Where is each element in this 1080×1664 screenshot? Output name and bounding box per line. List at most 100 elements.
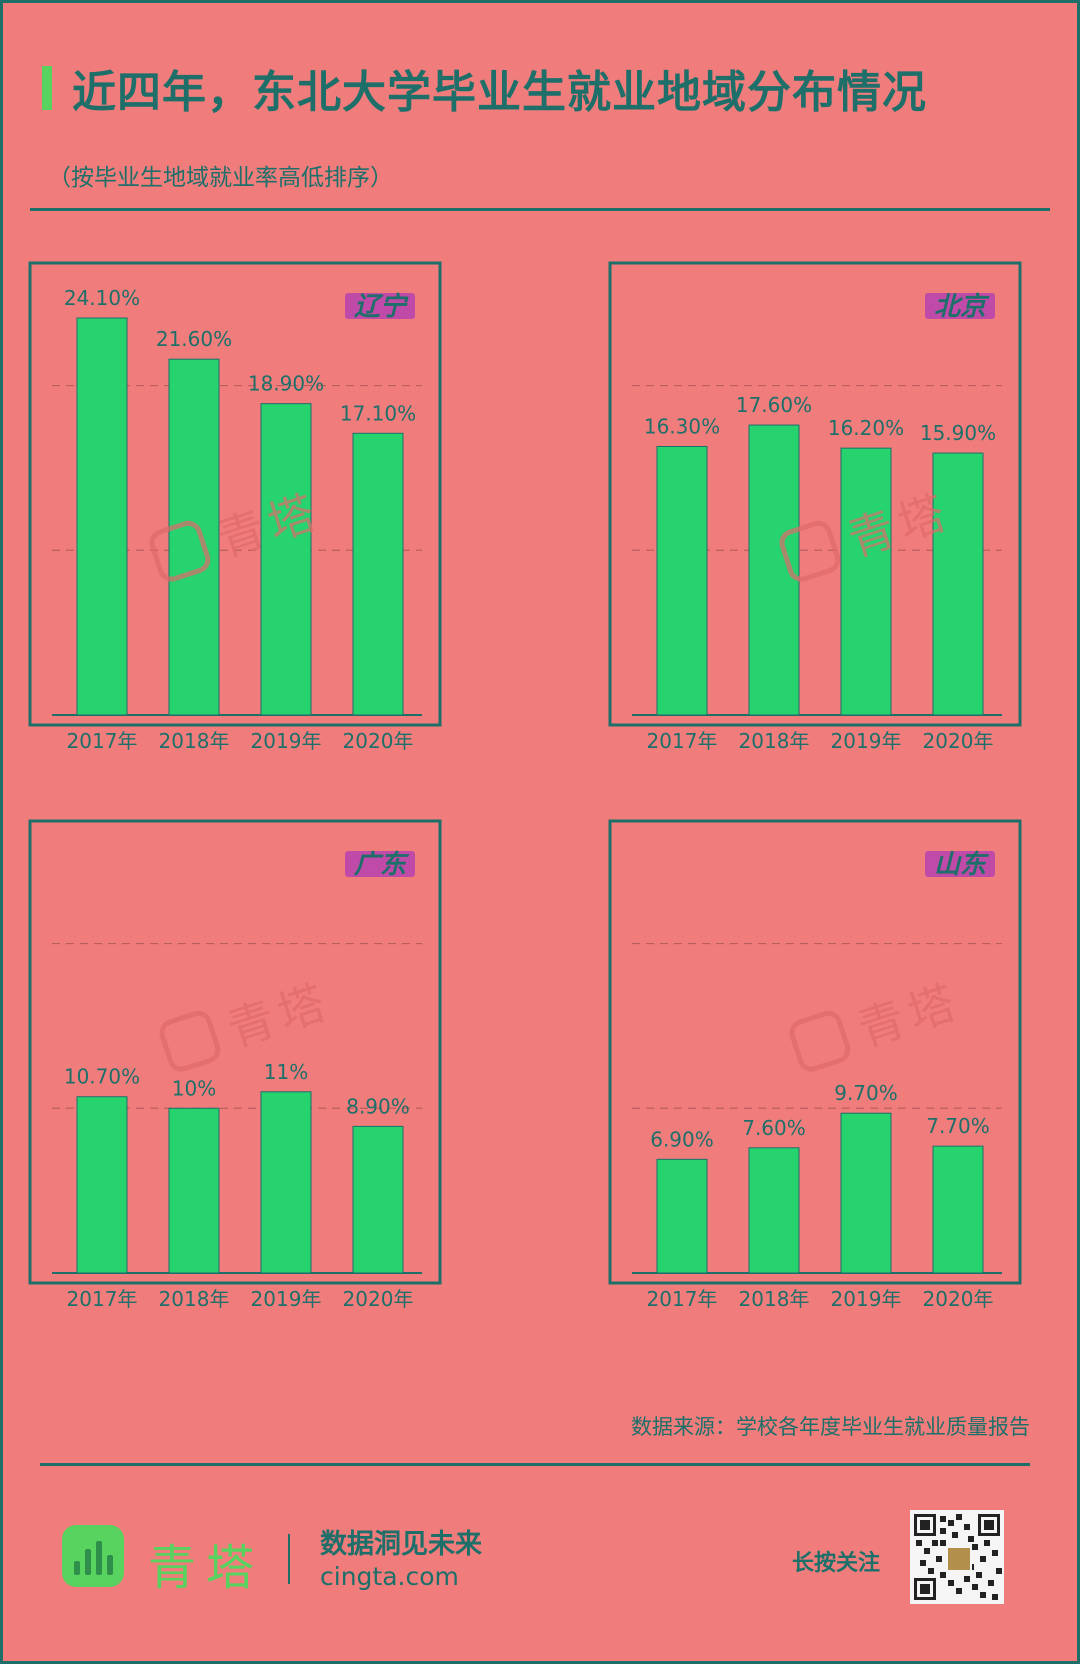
- data-label: 17.10%: [340, 401, 416, 425]
- title-row: 近四年，东北大学毕业生就业地域分布情况: [42, 58, 927, 118]
- chart-svg: 山东 6.90% 2017年 7.60% 2018年 9.70% 2019年 7.70% 202…: [608, 819, 1022, 1311]
- x-tick-label: 2020年: [343, 1287, 414, 1311]
- qr-module: [940, 1516, 946, 1522]
- qr-module: [940, 1528, 946, 1534]
- brand-slogan: 数据洞见未来: [320, 1529, 482, 1560]
- qr-finder-cell: [920, 1520, 930, 1530]
- brand-name: 青塔: [148, 1540, 265, 1596]
- x-tick-label: 2018年: [159, 729, 230, 753]
- bar: [168, 1107, 220, 1274]
- qr-code-icon[interactable]: [910, 1510, 1004, 1604]
- qr-module: [948, 1520, 954, 1526]
- region-tag: 北京: [925, 292, 995, 322]
- region-label: 广东: [354, 850, 410, 880]
- region-tag-bg: [925, 851, 995, 877]
- page-title: 近四年，东北大学毕业生就业地域分布情况: [72, 67, 927, 118]
- qr-module: [920, 1560, 926, 1566]
- chart-beijing: 北京 16.30% 2017年 17.60% 2018年 16.20% 2019年 15.90…: [608, 261, 1080, 793]
- bar: [656, 445, 708, 716]
- chart-svg: 广东 10.70% 2017年 10% 2018年 11% 2019年 8.90% 2020年: [28, 819, 442, 1311]
- qr-module: [956, 1588, 962, 1594]
- data-label: 18.90%: [248, 372, 324, 396]
- qr-module: [924, 1548, 930, 1554]
- qr-module: [988, 1580, 994, 1586]
- panel-border: [28, 819, 442, 1285]
- data-label: 16.30%: [644, 414, 720, 438]
- data-label: 21.60%: [156, 327, 232, 351]
- data-label: 8.90%: [346, 1094, 410, 1118]
- qr-module: [928, 1568, 934, 1574]
- bar: [168, 358, 220, 716]
- x-tick-label: 2020年: [923, 729, 994, 753]
- chart-shandong: 山东 6.90% 2017年 7.60% 2018年 9.70% 2019年 7.70% 202…: [608, 819, 1080, 1351]
- bar: [76, 1096, 128, 1274]
- title-accent-bar: [42, 66, 52, 110]
- qr-module: [948, 1580, 954, 1586]
- qr-module: [952, 1532, 958, 1538]
- bar: [260, 1091, 312, 1274]
- region-tag-bg: [925, 293, 995, 319]
- qr-module: [984, 1540, 990, 1546]
- bar: [352, 432, 404, 716]
- brand-domain[interactable]: cingta.com: [320, 1562, 459, 1591]
- qr-center-logo: [946, 1546, 972, 1572]
- panel-border: [608, 261, 1022, 727]
- footer-divider: [40, 1463, 1030, 1466]
- qr-module: [964, 1576, 970, 1582]
- x-tick-label: 2018年: [159, 1287, 230, 1311]
- region-tag-bg: [345, 851, 415, 877]
- follow-prompt: 长按关注: [792, 1551, 881, 1576]
- qr-finder-cell: [920, 1584, 930, 1594]
- data-label: 9.70%: [834, 1081, 898, 1105]
- region-label: 辽宁: [354, 292, 409, 322]
- chart-guangdong: 广东 10.70% 2017年 10% 2018年 11% 2019年 8.90% 2020年: [28, 819, 500, 1351]
- qr-finder-cell: [984, 1520, 994, 1530]
- qr-module: [916, 1540, 922, 1546]
- bar: [748, 1147, 800, 1274]
- qr-module: [956, 1514, 962, 1520]
- bar: [932, 1145, 984, 1274]
- header-divider: [30, 208, 1050, 211]
- qr-module: [980, 1592, 986, 1598]
- bar: [840, 1112, 892, 1274]
- page-subtitle: （按毕业生地域就业率高低排序）: [48, 165, 393, 191]
- cingta-logo-icon: [62, 1525, 124, 1587]
- qr-module: [940, 1572, 946, 1578]
- qr-module: [992, 1550, 998, 1556]
- qr-module: [968, 1536, 974, 1542]
- x-tick-label: 2019年: [251, 729, 322, 753]
- qr-module: [972, 1584, 978, 1590]
- region-tag: 辽宁: [345, 292, 415, 322]
- data-source-note: 数据来源：学校各年度毕业生就业质量报告: [631, 1415, 1030, 1439]
- region-label: 山东: [934, 850, 990, 880]
- x-tick-label: 2019年: [831, 729, 902, 753]
- bar: [76, 317, 128, 716]
- region-tag-bg: [345, 293, 415, 319]
- data-label: 11%: [264, 1060, 308, 1084]
- panel-border: [608, 819, 1022, 1285]
- data-label: 7.70%: [926, 1114, 990, 1138]
- data-label: 24.10%: [64, 286, 140, 310]
- bar: [352, 1125, 404, 1274]
- x-tick-label: 2019年: [831, 1287, 902, 1311]
- qr-module: [940, 1540, 946, 1546]
- data-label: 16.20%: [828, 416, 904, 440]
- qr-module: [936, 1556, 942, 1562]
- bar: [260, 403, 312, 716]
- x-tick-label: 2018年: [739, 1287, 810, 1311]
- qr-module: [976, 1572, 982, 1578]
- x-tick-label: 2017年: [67, 729, 138, 753]
- qr-module: [972, 1544, 978, 1550]
- bar: [932, 452, 984, 716]
- qr-module: [996, 1568, 1002, 1574]
- x-tick-label: 2019年: [251, 1287, 322, 1311]
- chart-svg: 辽宁 24.10% 2017年 21.60% 2018年 18.90% 2019年 17.10…: [28, 261, 442, 753]
- x-tick-label: 2020年: [343, 729, 414, 753]
- chart-liaoning: 辽宁 24.10% 2017年 21.60% 2018年 18.90% 2019年 17.10…: [28, 261, 500, 793]
- chart-svg: 北京 16.30% 2017年 17.60% 2018年 16.20% 2019年 15.90…: [608, 261, 1022, 753]
- x-tick-label: 2018年: [739, 729, 810, 753]
- region-label: 北京: [934, 292, 990, 322]
- qr-module: [992, 1594, 998, 1600]
- data-label: 10.70%: [64, 1065, 140, 1089]
